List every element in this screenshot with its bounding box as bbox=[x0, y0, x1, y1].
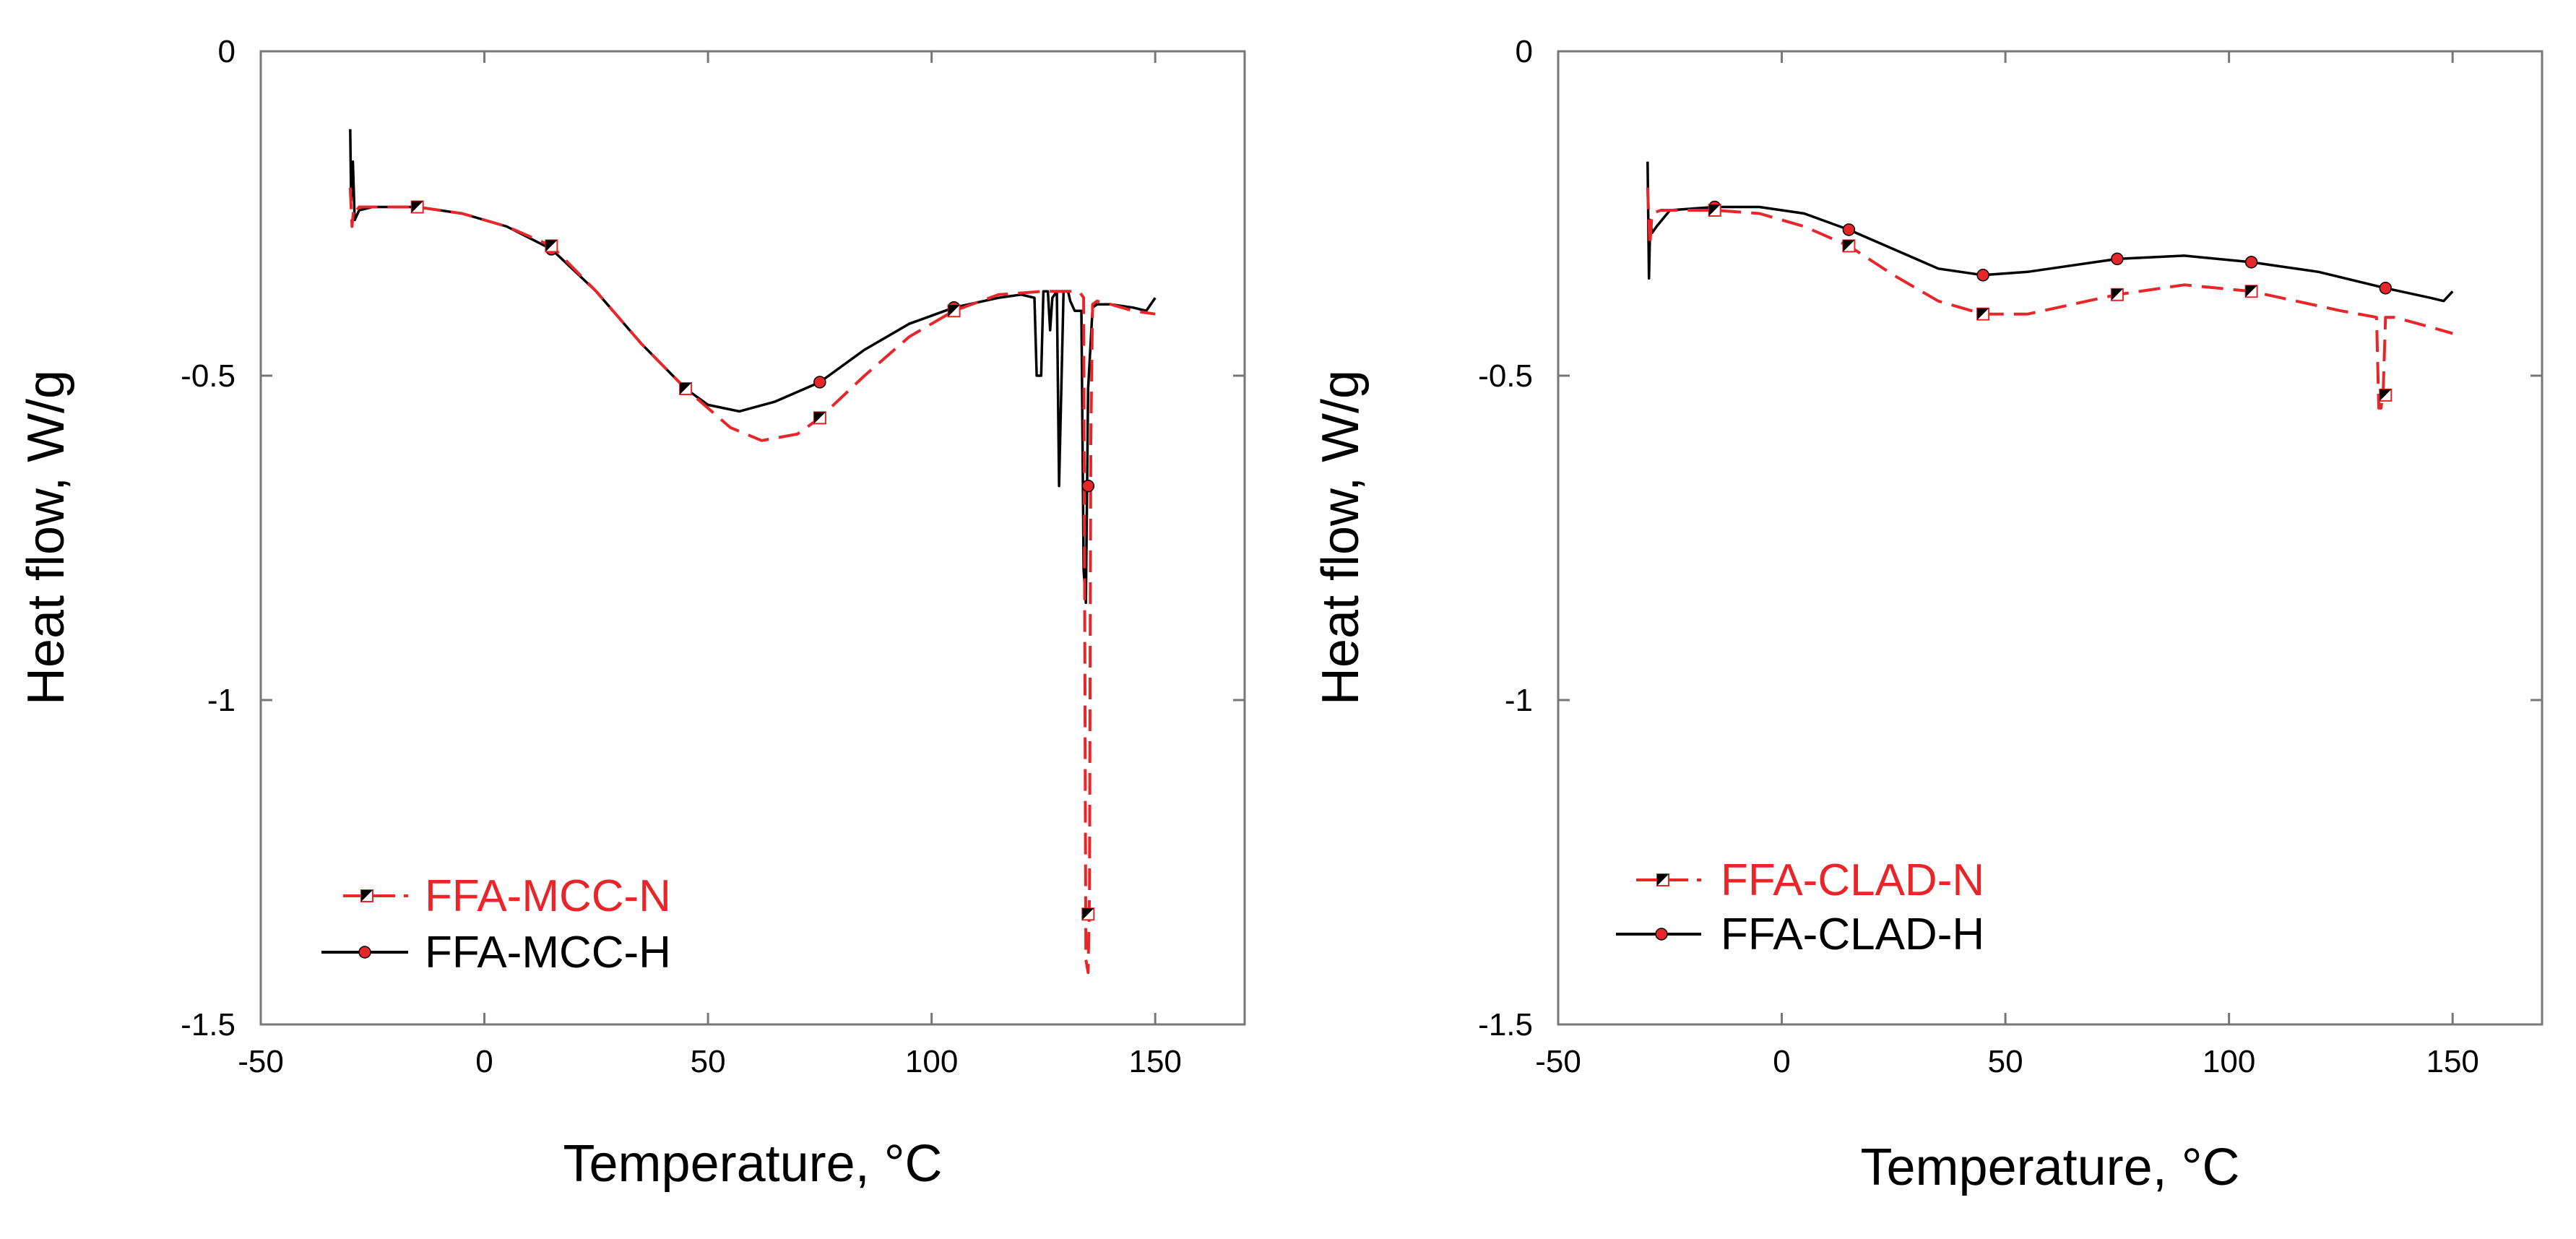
y-tick-label: -1 bbox=[1505, 683, 1533, 718]
x-tick-label: -50 bbox=[238, 1044, 284, 1079]
marker-ffa-mcc-n bbox=[1081, 907, 1095, 921]
marker-ffa-clad-h bbox=[2244, 256, 2258, 269]
y-tick-label: -1.5 bbox=[1478, 1007, 1533, 1042]
series-line-ffa-mcc-n bbox=[348, 187, 1156, 975]
y-axis-title: Heat flow, W/g bbox=[17, 370, 75, 705]
series-line-ffa-mcc-h bbox=[349, 129, 1157, 605]
legend-item-ffa-mcc-h: FFA-MCC-H bbox=[321, 928, 671, 977]
legend: FFA-MCC-N FFA-MCC-H bbox=[321, 871, 671, 977]
marker-ffa-mcc-h bbox=[1081, 479, 1095, 493]
series-lines bbox=[1646, 161, 2454, 410]
x-axis-title: Temperature, °C bbox=[563, 1135, 943, 1193]
legend-item-ffa-clad-n: FFA-CLAD-N bbox=[1636, 855, 1984, 905]
legend-label-ffa-mcc-n: FFA-MCC-N bbox=[425, 871, 671, 921]
y-axis-title: Heat flow, W/g bbox=[1312, 370, 1370, 705]
y-tick-label: -1.5 bbox=[181, 1007, 235, 1042]
marker-ffa-clad-n bbox=[1976, 307, 1990, 321]
legend-item-ffa-mcc-n: FFA-MCC-N bbox=[343, 871, 671, 921]
x-tick-label: 150 bbox=[2426, 1044, 2478, 1079]
legend-marker-ffa-mcc-h bbox=[358, 946, 371, 959]
tick-labels: -50 0 50 100 150 0 -0.5 -1 -1.5 bbox=[181, 34, 1182, 1079]
series-markers bbox=[1708, 200, 2393, 402]
marker-ffa-clad-n bbox=[1708, 204, 1721, 217]
legend-marker-ffa-mcc-n bbox=[360, 889, 373, 902]
series-line-ffa-clad-h bbox=[1646, 161, 2454, 303]
marker-ffa-mcc-n bbox=[545, 239, 558, 253]
marker-ffa-clad-h bbox=[2111, 252, 2124, 266]
series-lines bbox=[348, 129, 1157, 975]
series-markers bbox=[410, 200, 1095, 921]
marker-ffa-clad-n bbox=[2379, 388, 2393, 402]
marker-ffa-mcc-n bbox=[813, 411, 826, 425]
y-tick-label: 0 bbox=[1516, 34, 1533, 69]
marker-ffa-mcc-n bbox=[410, 200, 424, 214]
x-tick-label: 50 bbox=[691, 1044, 726, 1079]
marker-ffa-mcc-n bbox=[679, 382, 693, 395]
x-tick-label: 100 bbox=[2203, 1044, 2255, 1079]
marker-ffa-clad-n bbox=[1842, 239, 1856, 253]
marker-ffa-clad-h bbox=[1976, 269, 1989, 282]
series-line-ffa-clad-n bbox=[1646, 187, 2453, 410]
x-tick-label: 0 bbox=[1773, 1044, 1790, 1079]
marker-ffa-clad-n bbox=[2244, 285, 2258, 298]
legend: FFA-CLAD-N FFA-CLAD-H bbox=[1616, 855, 1984, 959]
y-tick-label: -0.5 bbox=[181, 358, 235, 394]
marker-ffa-mcc-h bbox=[813, 376, 826, 389]
x-tick-label: 50 bbox=[1988, 1044, 2023, 1079]
axis-ticks bbox=[259, 50, 1245, 1026]
marker-ffa-clad-h bbox=[1842, 223, 1856, 236]
x-tick-label: -50 bbox=[1535, 1044, 1581, 1079]
marker-ffa-clad-h bbox=[2379, 282, 2393, 295]
x-tick-label: 150 bbox=[1128, 1044, 1181, 1079]
legend-label-ffa-mcc-h: FFA-MCC-H bbox=[425, 928, 671, 977]
legend-marker-ffa-clad-n bbox=[1656, 873, 1669, 886]
x-tick-label: 100 bbox=[905, 1044, 958, 1079]
legend-label-ffa-clad-h: FFA-CLAD-H bbox=[1721, 910, 1984, 959]
legend-label-ffa-clad-n: FFA-CLAD-N bbox=[1721, 855, 1984, 905]
x-axis-title: Temperature, °C bbox=[1861, 1139, 2240, 1196]
marker-ffa-clad-n bbox=[2110, 288, 2124, 301]
tick-labels: -50 0 50 100 150 0 -0.5 -1 -1.5 bbox=[1478, 34, 2479, 1079]
plot-frame bbox=[259, 50, 1246, 1026]
y-tick-label: -0.5 bbox=[1478, 358, 1533, 394]
axis-ticks bbox=[1557, 50, 2542, 1026]
plot-frame bbox=[1557, 50, 2543, 1026]
y-tick-label: -1 bbox=[207, 683, 235, 718]
y-tick-label: 0 bbox=[218, 34, 235, 69]
legend-marker-ffa-clad-h bbox=[1655, 928, 1668, 941]
legend-item-ffa-clad-h: FFA-CLAD-H bbox=[1616, 910, 1984, 959]
x-tick-label: 0 bbox=[475, 1044, 493, 1079]
marker-ffa-mcc-n bbox=[947, 304, 961, 318]
